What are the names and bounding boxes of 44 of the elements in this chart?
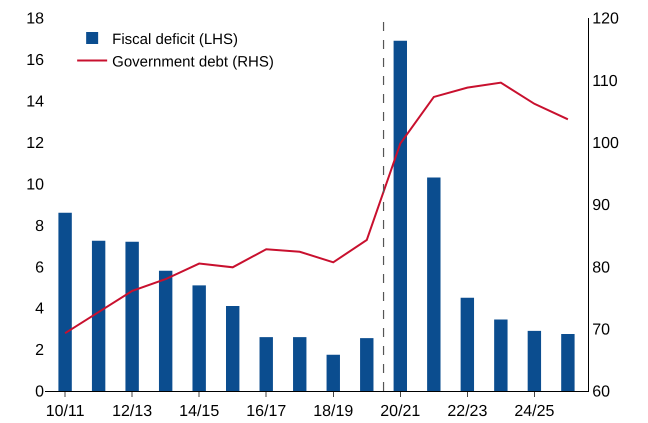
bar <box>260 337 273 391</box>
bar <box>360 338 374 391</box>
y-tick-label: 12 <box>26 134 44 152</box>
y2-tick-label: 110 <box>592 72 618 90</box>
bar <box>92 240 106 391</box>
line-series <box>64 82 569 334</box>
bar <box>326 354 340 391</box>
x-tick-label: 14/15 <box>179 403 220 420</box>
y-tick-label: 10 <box>26 176 44 194</box>
bar <box>528 330 542 391</box>
y-tick-label: 2 <box>35 342 44 360</box>
y2-tick-label: 60 <box>592 384 610 401</box>
legend-label: Fiscal deficit (LHS) <box>112 30 238 48</box>
y2-tick-label: 70 <box>592 321 610 338</box>
y2-tick-label: 100 <box>592 134 619 152</box>
y2-tick-label: 120 <box>592 10 619 28</box>
y-tick-label: 4 <box>35 300 44 318</box>
bar <box>427 178 441 391</box>
x-tick-label: 16/17 <box>246 403 286 420</box>
y-tick-label: 16 <box>26 52 44 70</box>
x-tick-label: 22/23 <box>447 403 488 420</box>
y2-tick-label: 90 <box>592 197 610 214</box>
y-tick-label: 8 <box>35 218 44 235</box>
bar <box>158 270 172 391</box>
y-tick-label: 6 <box>35 259 44 276</box>
y-tick-label: 18 <box>26 10 44 28</box>
legend-label: Government debt (RHS) <box>112 53 274 70</box>
bar <box>226 306 240 391</box>
bar <box>394 40 407 391</box>
bar <box>192 285 206 391</box>
y-tick-label: 0 <box>35 384 44 401</box>
bar <box>293 337 306 391</box>
bar <box>494 320 508 391</box>
x-tick-label: 10/11 <box>46 403 85 420</box>
bar <box>125 242 139 391</box>
x-tick-label: 20/21 <box>380 403 420 420</box>
x-tick-label: 18/19 <box>313 403 354 420</box>
bar <box>561 334 575 391</box>
x-tick-label: 12/13 <box>112 403 152 420</box>
y2-tick-label: 80 <box>592 259 610 276</box>
x-tick-label: 24/25 <box>514 403 554 420</box>
bar <box>58 212 72 391</box>
bar <box>460 298 474 391</box>
y-tick-label: 14 <box>26 93 44 110</box>
